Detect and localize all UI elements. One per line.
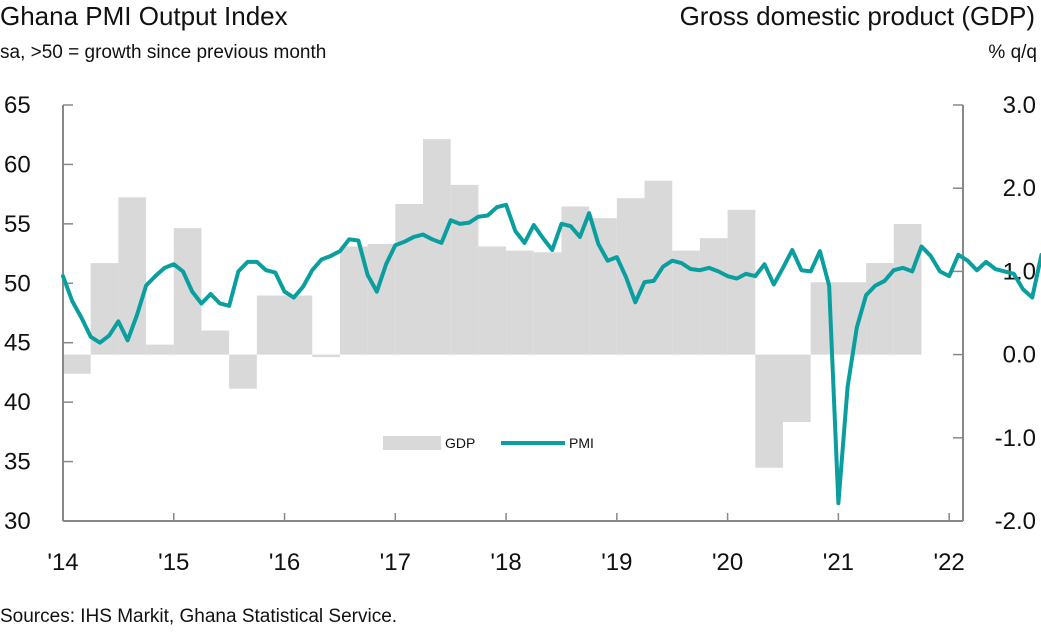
pmi-line: [61, 202, 1041, 506]
left-tick-label-55: 55: [4, 211, 31, 238]
left-tick-label-60: 60: [4, 151, 31, 178]
left-tick-label-45: 45: [4, 330, 31, 357]
gdp-bar-2018Q1: [506, 250, 534, 355]
pmi-line-group: [61, 202, 1041, 506]
right-tick-label--1.0: -1.0: [995, 425, 1036, 452]
left-tick-label-65: 65: [4, 92, 31, 119]
x-tick-label-2015: '15: [158, 549, 189, 576]
chart-axes: [62, 104, 964, 522]
gdp-bar-2020Q3: [783, 354, 811, 422]
gdp-bar-2014Q4: [146, 344, 174, 355]
x-tick-label-2016: '16: [269, 549, 300, 576]
gdp-bar-2017Q4: [478, 246, 507, 355]
gdp-bars: [63, 139, 922, 468]
gdp-bar-2017Q3: [450, 184, 479, 355]
right-tick-label-3.0: 3.0: [1003, 92, 1036, 119]
gdp-bar-2016Q1: [284, 295, 313, 355]
x-tick-label-2014: '14: [47, 549, 78, 576]
right-tick-label-2.0: 2.0: [1003, 175, 1036, 202]
gdp-bar-2014Q1: [63, 354, 91, 374]
gdp-bar-2018Q4: [589, 218, 617, 355]
gdp-bar-2015Q3: [229, 354, 257, 389]
gdp-bar-2020Q2: [755, 354, 783, 468]
gdp-bar-2021Q1: [838, 282, 867, 355]
legend-label-pmi: PMI: [569, 435, 594, 451]
gdp-bar-2017Q1: [395, 204, 423, 355]
x-tick-label-2022: '22: [934, 549, 965, 576]
left-tick-label-35: 35: [4, 449, 31, 476]
gdp-bar-2019Q1: [616, 198, 645, 355]
chart-subtitle-right: % q/q: [988, 42, 1037, 63]
chart-title-right: Gross domestic product (GDP): [679, 1, 1035, 31]
left-tick-label-30: 30: [4, 508, 31, 535]
gdp-bar-2019Q4: [699, 238, 728, 355]
gdp-bar-2017Q2: [423, 139, 451, 355]
gdp-bar-2015Q4: [256, 295, 285, 355]
gdp-bar-2016Q4: [367, 243, 396, 355]
source-note: Sources: IHS Markit, Ghana Statistical S…: [0, 606, 398, 627]
gdp-bar-2020Q1: [727, 209, 756, 355]
chart-legend: GDP PMI: [383, 435, 594, 451]
chart-title-left: Ghana PMI Output Index: [0, 1, 288, 31]
x-tick-label-2018: '18: [490, 549, 521, 576]
left-tick-label-40: 40: [4, 389, 31, 416]
gdp-bar-2019Q2: [644, 180, 673, 355]
legend-label-gdp: GDP: [445, 435, 475, 451]
x-tick-label-2021: '21: [823, 549, 854, 576]
legend-swatch-gdp: [383, 436, 441, 450]
gdp-bar-2015Q2: [201, 330, 230, 355]
x-tick-label-2017: '17: [380, 549, 411, 576]
gdp-bar-2018Q2: [533, 252, 562, 355]
right-tick-label--2.0: -2.0: [995, 508, 1036, 535]
gdp-bar-2016Q2: [312, 354, 340, 358]
x-tick-label-2019: '19: [601, 549, 632, 576]
x-tick-label-2020: '20: [712, 549, 743, 576]
gdp-bar-2021Q3: [893, 223, 922, 355]
chart-subtitle-left: sa, >50 = growth since previous month: [0, 42, 327, 63]
gdp-bar-2020Q4: [810, 282, 839, 355]
right-tick-label-0.0: 0.0: [1003, 342, 1036, 369]
gdp-bar-2015Q1: [173, 228, 202, 355]
left-tick-label-50: 50: [4, 270, 31, 297]
